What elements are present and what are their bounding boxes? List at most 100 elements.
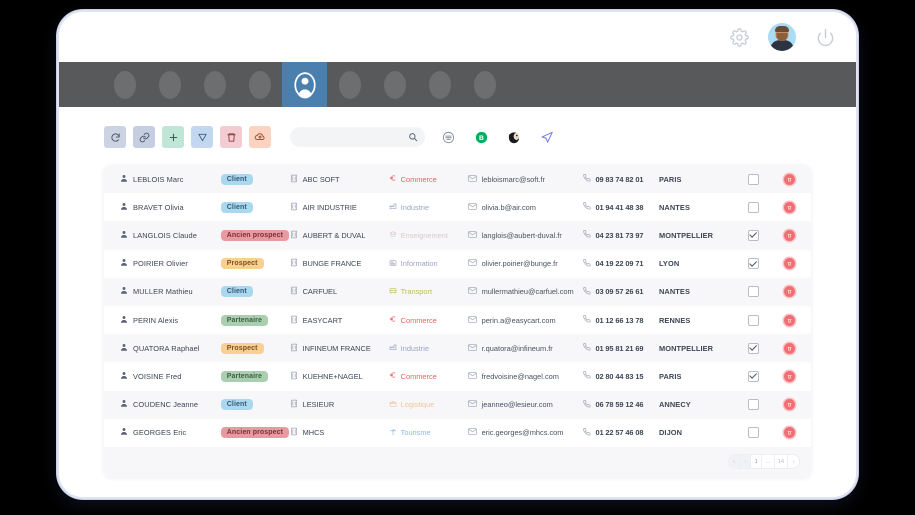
cell-status: Ancien prospect [220, 427, 290, 439]
pagination-item[interactable]: 14 [775, 455, 788, 469]
nav-item-9[interactable] [462, 62, 507, 107]
row-checkbox[interactable] [747, 427, 759, 439]
power-icon[interactable] [812, 24, 838, 50]
table-row[interactable]: PERIN Alexis Partenaire EASYCART Commerce pe… [104, 305, 811, 335]
send-icon[interactable] [537, 127, 557, 147]
news-icon [389, 259, 397, 269]
brevo-icon[interactable]: B [471, 127, 491, 147]
person-icon [121, 259, 127, 266]
trash-icon [787, 234, 792, 238]
nav-item-2[interactable] [147, 62, 192, 107]
delete-row-button[interactable] [784, 314, 795, 326]
delete-row-button[interactable] [784, 173, 795, 185]
nav-item-4[interactable] [237, 62, 282, 107]
person-icon [120, 427, 128, 438]
import-button[interactable] [249, 126, 271, 148]
table-row[interactable]: MULLER Mathieu Client CARFUEL Transport mull… [104, 277, 811, 306]
nav-placeholder-icon [158, 70, 181, 99]
pagination[interactable]: «‹ 1… 14 › [729, 455, 799, 469]
cell-city: ANNECY [659, 400, 736, 409]
building-icon [290, 371, 297, 380]
table-row[interactable]: QUATORA Raphael Prospect INFINEUM FRANCE In… [104, 334, 811, 363]
cell-category: Commerce [389, 315, 468, 325]
delete-row-button[interactable] [784, 258, 795, 270]
row-checkbox[interactable] [747, 342, 759, 354]
gear-icon[interactable] [726, 24, 752, 50]
mail-icon [467, 259, 477, 266]
phone-icon [583, 371, 591, 381]
status-badge: Ancien prospect [220, 229, 290, 241]
pagination-item[interactable]: 1 [751, 455, 763, 469]
person-icon [120, 399, 128, 410]
building-icon [290, 399, 298, 410]
table-row[interactable]: VOISINE Fred Partenaire KUEHNE+NAGEL Commer… [104, 362, 811, 391]
nav-item-3[interactable] [192, 62, 237, 107]
table-row[interactable]: LEBLOIS Marc Client ABC SOFT Commerce lebloi… [104, 165, 811, 194]
device-frame: B LEBLOIS Marc Client ABC SOFT Commerce lebl… [57, 10, 858, 499]
trash-icon [787, 318, 792, 322]
row-checkbox[interactable] [747, 258, 759, 270]
pagination-item[interactable]: › [792, 458, 795, 465]
delete-row-button[interactable] [784, 201, 795, 213]
row-checkbox[interactable] [747, 370, 759, 382]
nav-placeholder-icon [203, 70, 226, 99]
factory-icon [389, 202, 397, 212]
table-row[interactable]: LANGLOIS Claude Ancien prospect AUBERT & D… [104, 221, 811, 250]
row-checkbox[interactable] [747, 229, 759, 241]
cell-city: DIJON [659, 428, 736, 437]
nav-placeholder-icon [383, 70, 406, 99]
cell-delete [770, 173, 795, 185]
cell-city: NANTES [659, 287, 736, 296]
nav-item-6[interactable] [327, 62, 372, 107]
nav-item-1[interactable] [102, 62, 147, 107]
delete-row-button[interactable] [784, 370, 795, 382]
company-name: EASYCART [302, 315, 343, 325]
pagination-item[interactable]: « [729, 455, 741, 469]
search-icon[interactable] [406, 130, 420, 144]
avatar[interactable] [768, 23, 796, 51]
phone-number: 04 19 22 09 71 [595, 259, 644, 269]
nav-item-7[interactable] [372, 62, 417, 107]
delete-row-button[interactable] [784, 286, 795, 298]
cell-name: PERIN Alexis [120, 315, 221, 326]
cell-city: NANTES [659, 203, 736, 212]
delete-button[interactable] [220, 126, 242, 148]
table-row[interactable]: GEORGES Eric Ancien prospect MHCS Tourisme e… [104, 418, 811, 447]
add-button[interactable] [162, 126, 184, 148]
row-checkbox[interactable] [747, 201, 759, 213]
table-row[interactable]: BRAVET Olivia Client AIR INDUSTRIE Industri… [104, 193, 811, 222]
row-checkbox[interactable] [747, 173, 759, 185]
search-input[interactable] [298, 132, 417, 142]
delete-row-button[interactable] [784, 342, 795, 354]
search-box[interactable] [290, 127, 425, 147]
city-name: LYON [659, 259, 680, 269]
nav-item-contacts[interactable] [282, 62, 327, 107]
delete-row-button[interactable] [784, 427, 795, 439]
refresh-button[interactable] [104, 126, 126, 148]
phone-icon [583, 287, 591, 295]
person-icon [121, 343, 127, 351]
cell-name: LANGLOIS Claude [120, 230, 221, 241]
trash-icon [787, 346, 792, 351]
mail-icon [467, 203, 477, 212]
row-checkbox[interactable] [747, 286, 759, 298]
filter-button[interactable] [191, 126, 213, 148]
phone-icon [583, 174, 591, 184]
pagination-item[interactable]: ‹ [740, 455, 752, 469]
delete-row-button[interactable] [784, 229, 795, 241]
table-row[interactable]: POIRIER Olivier Prospect BUNGE FRANCE Infor… [104, 249, 811, 278]
mailchimp-icon[interactable] [504, 127, 524, 147]
list-view-icon[interactable] [438, 127, 458, 147]
pagination-item[interactable]: … [762, 455, 775, 469]
table-row[interactable]: COUDENC Jeanne Client LESIEUR Logistique jea… [104, 390, 811, 419]
row-checkbox[interactable] [747, 314, 759, 326]
link-button[interactable] [133, 126, 155, 148]
status-badge: Partenaire [220, 370, 268, 382]
row-checkbox[interactable] [747, 399, 759, 411]
phone-icon [583, 315, 591, 325]
cell-email: jeanneo@lesieur.com [467, 400, 584, 409]
nav-placeholder-icon [428, 70, 451, 99]
cell-email: lebloismarc@soft.fr [467, 175, 584, 184]
nav-item-8[interactable] [417, 62, 462, 107]
delete-row-button[interactable] [784, 399, 795, 411]
